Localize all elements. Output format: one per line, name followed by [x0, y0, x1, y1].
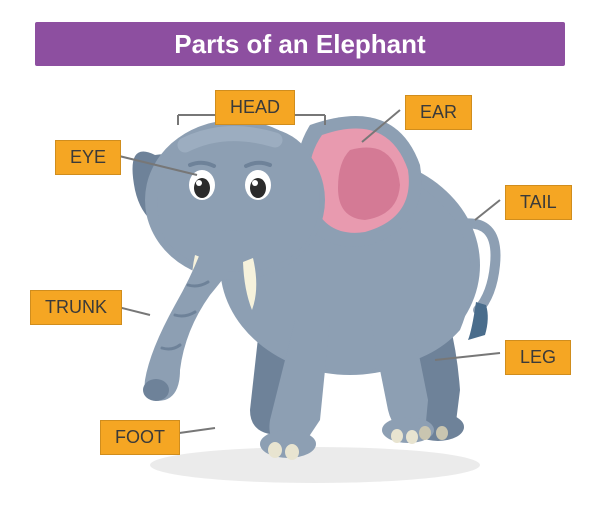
- elephant-diagram: [0, 70, 600, 507]
- label-trunk: TRUNK: [30, 290, 122, 325]
- label-eye: EYE: [55, 140, 121, 175]
- label-head: HEAD: [215, 90, 295, 125]
- label-ear: EAR: [405, 95, 472, 130]
- label-leg: LEG: [505, 340, 571, 375]
- title-bar: Parts of an Elephant: [35, 22, 565, 66]
- label-tail: TAIL: [505, 185, 572, 220]
- title-text: Parts of an Elephant: [174, 29, 425, 60]
- label-foot: FOOT: [100, 420, 180, 455]
